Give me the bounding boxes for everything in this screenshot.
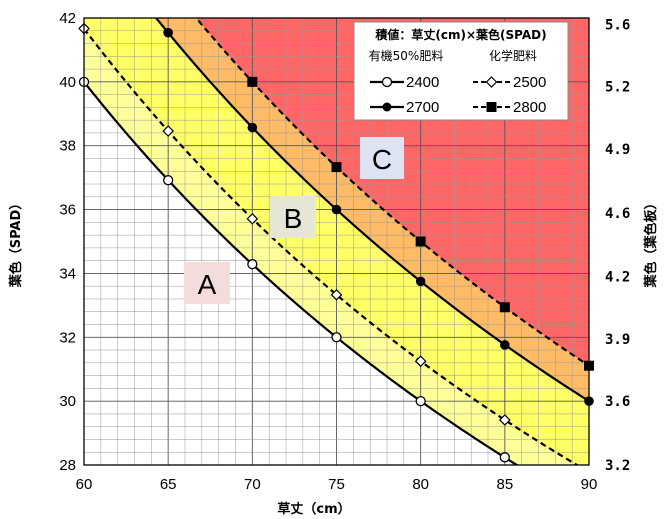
series-markers	[78, 22, 594, 463]
legend-label-2700: 2700	[406, 99, 439, 116]
data-point-2800-75	[331, 162, 342, 173]
legend-title: 積値：草丈(cm)×葉色(SPAD)	[374, 27, 546, 42]
y-right-tick-label: 3.9	[605, 332, 630, 348]
zone-label-b-text: B	[284, 203, 303, 234]
zone-label-a: A	[184, 262, 230, 304]
x-tick-label: 75	[328, 476, 345, 493]
axis-ticks: 60 65 70 75 80 85 90 28 30 32 34 36 38 40 42 3.2 3.6 3.9 4…	[59, 10, 630, 493]
x-tick-label: 60	[76, 476, 93, 493]
plot-frame	[83, 17, 590, 466]
legend-item-2800: 2800	[473, 99, 546, 116]
data-point-2500-70	[246, 212, 259, 225]
data-point-2700-65	[163, 27, 173, 38]
legend-label-2500: 2500	[513, 74, 546, 91]
legend-item-2400: 2400	[370, 74, 439, 91]
data-point-2800-80	[415, 236, 426, 247]
y-tick-label: 34	[59, 265, 76, 282]
data-point-2400-70	[247, 259, 258, 270]
x-tick-label: 65	[160, 476, 177, 493]
data-point-2700-85	[500, 340, 510, 350]
legend-marker-2500	[485, 76, 498, 88]
y-right-axis-title: 葉色（葉色板）	[643, 196, 659, 288]
zone-label-c-text: C	[372, 144, 392, 175]
y-right-tick-label: 4.9	[605, 142, 630, 158]
legend-label-2400: 2400	[406, 74, 439, 91]
data-point-2500-80	[414, 355, 427, 368]
y-right-tick-label: 3.2	[605, 458, 630, 474]
x-axis-title: 草丈（cm）	[277, 501, 350, 517]
zone-label-b: B	[270, 196, 316, 238]
x-tick-label: 70	[244, 476, 261, 493]
legend-marker-2800	[486, 102, 497, 112]
y-axis-title: 葉色（SPAD）	[8, 197, 24, 289]
zone-label-a-text: A	[198, 269, 217, 300]
legend-marker-2700	[382, 102, 392, 112]
y-right-tick-label: 4.2	[605, 270, 630, 286]
data-point-2400-75	[331, 332, 342, 343]
legend-header-organic: 有機50%肥料	[369, 48, 444, 63]
x-tick-label: 80	[412, 476, 429, 493]
y-tick-label: 30	[59, 393, 76, 410]
y-tick-label: 38	[59, 138, 76, 155]
legend: 積値：草丈(cm)×葉色(SPAD) 有機50%肥料 化学肥料 2400 250…	[353, 21, 569, 121]
data-point-2400-85	[499, 452, 510, 463]
y-right-tick-label: 3.6	[605, 394, 630, 410]
x-tick-label: 85	[496, 476, 513, 493]
legend-item-2500: 2500	[473, 74, 546, 91]
y-tick-label: 42	[59, 10, 76, 27]
data-point-2400-80	[415, 395, 426, 407]
y-tick-label: 40	[59, 74, 76, 91]
y-tick-label: 36	[59, 202, 76, 219]
data-point-2700-80	[415, 276, 426, 287]
data-point-2400-65	[163, 175, 174, 186]
data-point-2800-85	[499, 302, 510, 313]
y-right-tick-label: 5.2	[605, 80, 630, 96]
data-point-2700-70	[247, 122, 258, 133]
zone-label-c: C	[360, 137, 404, 179]
legend-marker-2400	[381, 76, 393, 88]
y-tick-label: 28	[59, 457, 76, 474]
legend-header-chemical: 化学肥料	[489, 48, 537, 63]
data-point-2700-75	[331, 204, 342, 215]
y-right-tick-label: 4.6	[605, 206, 630, 222]
data-point-2500-65	[162, 125, 175, 137]
data-point-2800-70	[247, 76, 258, 87]
y-right-tick-label: 5.6	[605, 17, 630, 33]
x-tick-label: 90	[581, 476, 598, 493]
legend-item-2700: 2700	[370, 99, 439, 116]
data-point-2500-75	[330, 288, 343, 301]
legend-label-2800: 2800	[513, 99, 546, 116]
y-tick-label: 32	[59, 329, 76, 346]
data-point-2500-85	[498, 414, 511, 426]
